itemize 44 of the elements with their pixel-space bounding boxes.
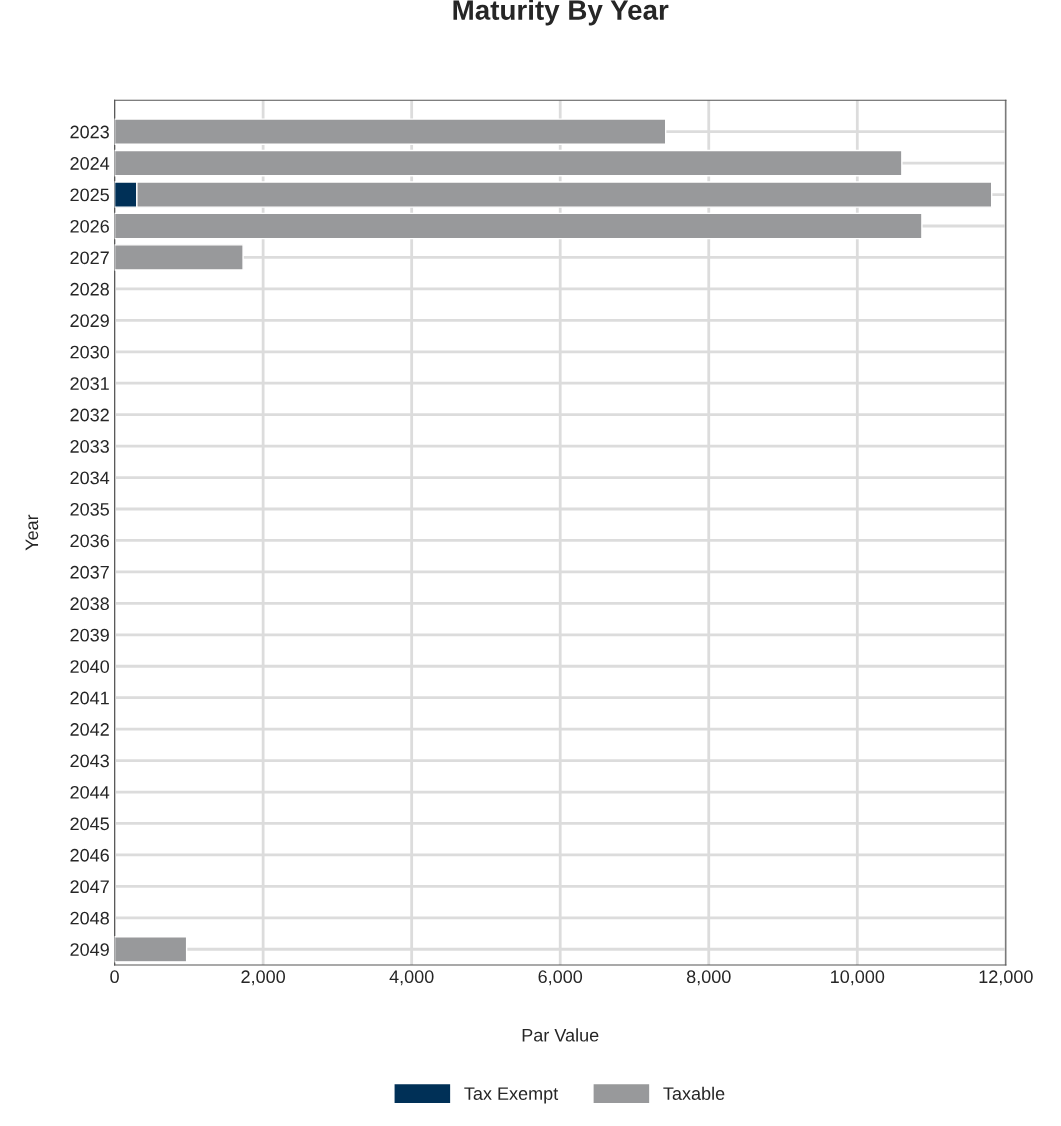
y-tick-label: 2027: [70, 251, 109, 265]
y-tick-label: 2024: [70, 157, 110, 170]
y-tick-label: 2039: [70, 628, 109, 642]
y-tick-label: 2031: [70, 377, 109, 390]
y-tick-label: 2035: [70, 502, 109, 516]
y-tick-label: 2040: [70, 660, 110, 673]
y-tick-label: 2037: [70, 565, 109, 579]
y-tick-label: 2034: [70, 471, 110, 485]
bar: [114, 212, 923, 240]
y-tick-label: 2023: [70, 125, 109, 139]
y-tick-label: 2033: [70, 440, 109, 453]
y-tick-label: 2045: [70, 817, 109, 831]
x-tick-label: 2,000: [241, 970, 286, 986]
bar: [114, 935, 188, 963]
x-tick-label: 10,000: [831, 970, 885, 986]
bar: [114, 118, 667, 145]
x-tick-label: 0: [110, 970, 119, 984]
y-tick-label: 2026: [70, 219, 109, 233]
y-tick-label: 2049: [70, 943, 109, 956]
x-tick-label: 8,000: [686, 970, 731, 986]
y-tick-label: 2046: [70, 848, 109, 862]
x-axis-title: Par Value: [522, 1028, 599, 1042]
y-tick-label: 2030: [70, 345, 110, 359]
legend-label: Taxable: [663, 1086, 725, 1100]
legend-label: Tax Exempt: [464, 1087, 559, 1104]
y-tick-label: 2038: [70, 597, 109, 611]
y-tick-label: 2044: [70, 785, 110, 799]
y-tick-label: 2043: [70, 754, 109, 768]
y-tick-label: 2032: [70, 408, 109, 422]
y-tick-label: 2041: [70, 691, 109, 705]
chart-title: Maturity By Year: [453, 0, 669, 26]
y-tick-label: 2029: [70, 314, 109, 328]
y-tick-label: 2036: [70, 534, 109, 548]
x-tick-label: 12,000: [979, 970, 1033, 986]
y-tick-label: 2025: [70, 188, 109, 202]
x-tick-label: 4,000: [389, 970, 434, 986]
x-tick-label: 6,000: [538, 970, 583, 986]
y-tick-label: 2028: [70, 282, 109, 296]
bar: [114, 244, 244, 271]
bar: [114, 149, 903, 177]
y-tick-label: 2042: [70, 723, 109, 736]
y-tick-label: 2048: [70, 911, 109, 925]
y-axis-title: Year: [25, 514, 39, 551]
y-tick-label: 2047: [70, 880, 109, 894]
